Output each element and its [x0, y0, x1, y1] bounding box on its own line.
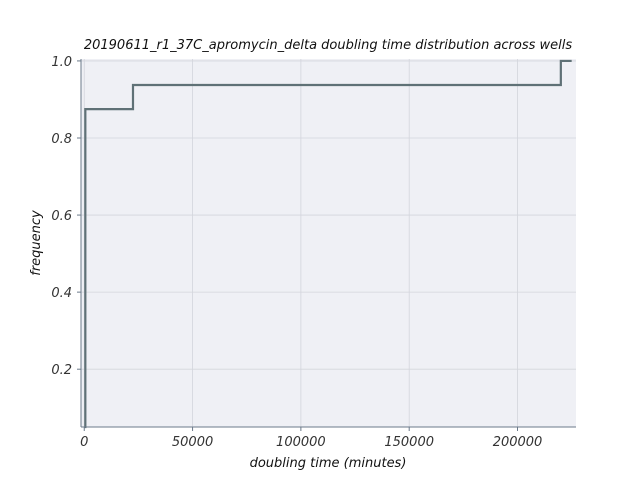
x-axis-label: doubling time (minutes) — [250, 456, 407, 471]
x-tick-label-1: 50000 — [172, 435, 213, 450]
series-group — [84, 59, 572, 429]
x-tick-label-0: 0 — [80, 435, 88, 450]
x-tick-label-2: 100000 — [276, 435, 326, 450]
x-tick-label-4: 200000 — [493, 435, 543, 450]
plot-background — [81, 59, 576, 427]
grid-lines — [81, 59, 576, 427]
series-line-0 — [84, 59, 572, 429]
y-tick-label-3: 0.8 — [51, 132, 72, 147]
x-ticks: 0 50000 100000 150000 200000 — [80, 427, 542, 450]
y-tick-label-4: 1.0 — [51, 55, 72, 70]
y-tick-label-0: 0.2 — [51, 363, 72, 378]
y-axis-label: frequency — [29, 210, 44, 276]
y-tick-label-2: 0.6 — [51, 209, 72, 224]
y-tick-label-1: 0.4 — [51, 286, 72, 301]
x-tick-label-3: 150000 — [384, 435, 434, 450]
axes — [80, 59, 576, 428]
chart-title: 20190611_r1_37C_apromycin_delta doubling… — [84, 38, 573, 53]
y-ticks: 0.2 0.4 0.6 0.8 1.0 — [51, 55, 81, 378]
